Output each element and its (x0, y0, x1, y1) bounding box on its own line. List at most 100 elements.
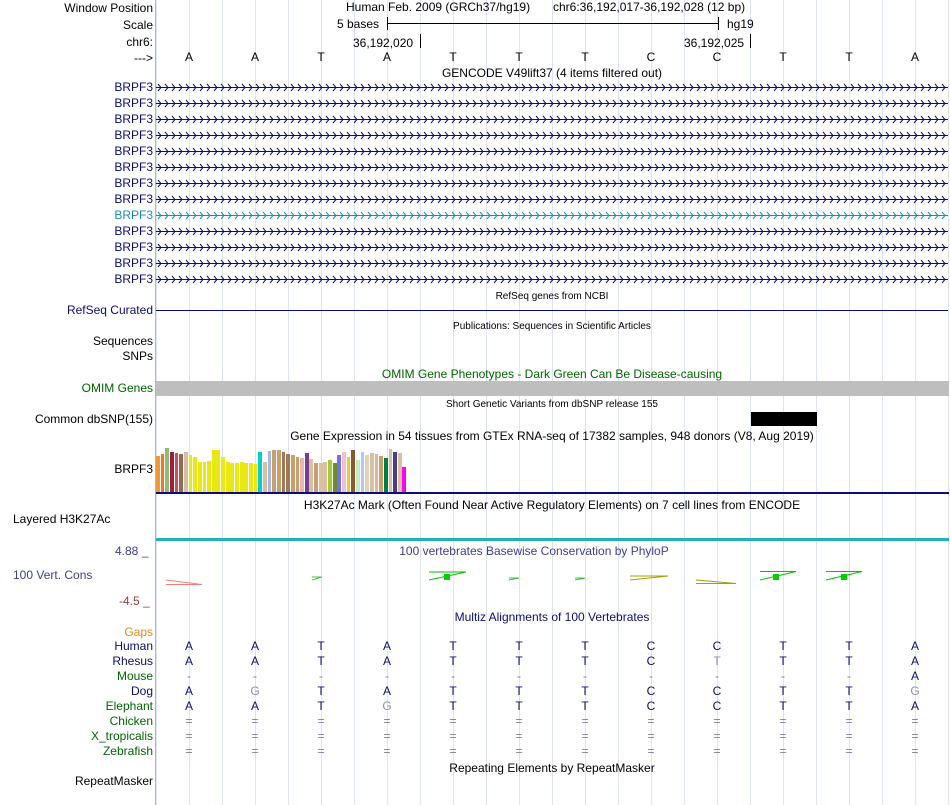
gencode-item-label[interactable]: BRPF3 (114, 208, 153, 222)
gtex-tissue-bar[interactable] (286, 454, 291, 492)
gencode-item-label[interactable]: BRPF3 (114, 240, 153, 254)
gencode-transcript[interactable] (156, 274, 948, 285)
gtex-tissue-bar[interactable] (318, 463, 323, 492)
gencode-item-label[interactable]: BRPF3 (114, 176, 153, 190)
gtex-tissue-bar[interactable] (160, 454, 165, 492)
gtex-tissue-bar[interactable] (244, 463, 249, 492)
gtex-tissue-bar[interactable] (332, 463, 337, 492)
gtex-tissue-bar[interactable] (211, 450, 216, 492)
gtex-tissue-bar[interactable] (393, 452, 397, 492)
gtex-tissue-bar[interactable] (169, 452, 174, 492)
gencode-transcript[interactable] (156, 114, 948, 125)
gencode-item-label[interactable]: BRPF3 (114, 224, 153, 238)
gtex-tissue-bar[interactable] (300, 458, 304, 492)
gtex-tissue-bar[interactable] (272, 450, 277, 492)
gtex-tissue-bar[interactable] (202, 462, 207, 492)
gtex-tissue-bar[interactable] (374, 454, 379, 492)
repeatmasker-label[interactable]: RepeatMasker (74, 774, 153, 788)
gencode-transcript[interactable] (156, 178, 948, 189)
gencode-transcript[interactable] (156, 226, 948, 237)
gtex-tissue-bar[interactable] (225, 462, 230, 492)
gtex-tissue-bar[interactable] (174, 453, 179, 492)
gencode-item-label[interactable]: BRPF3 (114, 144, 153, 158)
gtex-tissue-bar[interactable] (165, 448, 170, 492)
gencode-item-label[interactable]: BRPF3 (114, 160, 153, 174)
gencode-item-label[interactable]: BRPF3 (114, 128, 153, 142)
multiz-species-label[interactable]: Mouse (116, 669, 153, 683)
multiz-species-label[interactable]: Zebrafish (102, 744, 153, 758)
gtex-tissue-bar[interactable] (369, 453, 374, 492)
gtex-tissue-bar[interactable] (328, 460, 332, 492)
gtex-tissue-bar[interactable] (314, 463, 318, 492)
multiz-species-label[interactable]: Human (114, 639, 153, 653)
multiz-species-label[interactable]: Chicken (109, 714, 153, 728)
gencode-transcript[interactable] (156, 98, 948, 109)
gtex-tissue-bar[interactable] (355, 460, 360, 492)
gtex-tissue-bar[interactable] (249, 463, 253, 492)
gencode-item-label[interactable]: BRPF3 (114, 112, 153, 126)
gtex-tissue-bar[interactable] (383, 458, 388, 492)
multiz-gaps-label[interactable]: Gaps (124, 625, 153, 639)
gencode-transcript[interactable] (156, 210, 948, 221)
gtex-tissue-bar[interactable] (221, 457, 225, 492)
gtex-tissue-bar[interactable] (309, 459, 314, 492)
gtex-tissue-bar[interactable] (365, 455, 370, 492)
dbsnp-variant[interactable] (751, 412, 817, 426)
gencode-item-label[interactable]: BRPF3 (114, 80, 153, 94)
h3k27ac-signal[interactable] (156, 538, 949, 541)
gtex-tissue-bar[interactable] (323, 462, 328, 492)
gencode-transcript[interactable] (156, 258, 948, 269)
gtex-tissue-bar[interactable] (193, 457, 198, 492)
gtex-tissue-bar[interactable] (360, 452, 365, 492)
gtex-tissue-bar[interactable] (258, 452, 263, 492)
refseq-label[interactable]: RefSeq Curated (66, 303, 153, 317)
dbsnp-label[interactable]: Common dbSNP(155) (34, 412, 153, 426)
gtex-tissue-bar[interactable] (388, 449, 393, 492)
gtex-tissue-bar[interactable] (216, 450, 221, 492)
pubs-label[interactable]: Sequences (92, 334, 153, 348)
gtex-tissue-bar[interactable] (351, 450, 356, 492)
omim-gene-bar[interactable] (156, 381, 949, 396)
multiz-species-label[interactable]: X_tropicalis (90, 729, 153, 743)
gtex-tissue-bar[interactable] (179, 454, 184, 492)
multiz-species-label[interactable]: Elephant (105, 699, 153, 713)
gencode-transcript[interactable] (156, 146, 948, 157)
gencode-transcript[interactable] (156, 194, 948, 205)
gtex-tissue-bar[interactable] (197, 462, 202, 492)
gtex-tissue-bar[interactable] (183, 452, 188, 492)
gtex-tissue-bar[interactable] (207, 461, 211, 492)
gencode-item-label[interactable]: BRPF3 (114, 272, 153, 286)
refseq-gene-line[interactable] (156, 310, 948, 311)
gtex-tissue-bar[interactable] (402, 467, 407, 492)
gtex-tissue-bar[interactable] (156, 456, 160, 492)
gencode-transcript[interactable] (156, 242, 948, 253)
phylop-label[interactable]: 100 Vert. Cons (13, 568, 93, 582)
gencode-item-label[interactable]: BRPF3 (114, 256, 153, 270)
gtex-tissue-bar[interactable] (346, 457, 351, 492)
gtex-label[interactable]: BRPF3 (114, 462, 153, 476)
omim-label[interactable]: OMIM Genes (81, 381, 153, 395)
gtex-tissue-bar[interactable] (379, 456, 384, 492)
gtex-tissue-bar[interactable] (267, 451, 272, 492)
gencode-transcript[interactable] (156, 82, 948, 93)
gtex-tissue-bar[interactable] (276, 450, 281, 492)
gencode-item-label[interactable]: BRPF3 (114, 96, 153, 110)
gencode-transcript[interactable] (156, 162, 948, 173)
gtex-tissue-bar[interactable] (230, 463, 235, 492)
h3k27ac-label[interactable]: Layered H3K27Ac (13, 512, 111, 526)
multiz-species-label[interactable]: Rhesus (112, 654, 153, 668)
gtex-tissue-bar[interactable] (253, 464, 258, 492)
phylop-wiggle[interactable] (156, 568, 948, 592)
gtex-tissue-bar[interactable] (304, 453, 309, 492)
gencode-item-label[interactable]: BRPF3 (114, 192, 153, 206)
gtex-tissue-bar[interactable] (397, 453, 402, 492)
gtex-tissue-bar[interactable] (281, 452, 286, 492)
gtex-tissue-bar[interactable] (342, 452, 346, 492)
snps-label[interactable]: SNPs (122, 349, 153, 363)
multiz-species-label[interactable]: Dog (130, 684, 153, 698)
gtex-tissue-bar[interactable] (337, 455, 342, 492)
gtex-tissue-bar[interactable] (290, 455, 295, 492)
gencode-transcript[interactable] (156, 130, 948, 141)
gtex-tissue-bar[interactable] (239, 462, 244, 492)
